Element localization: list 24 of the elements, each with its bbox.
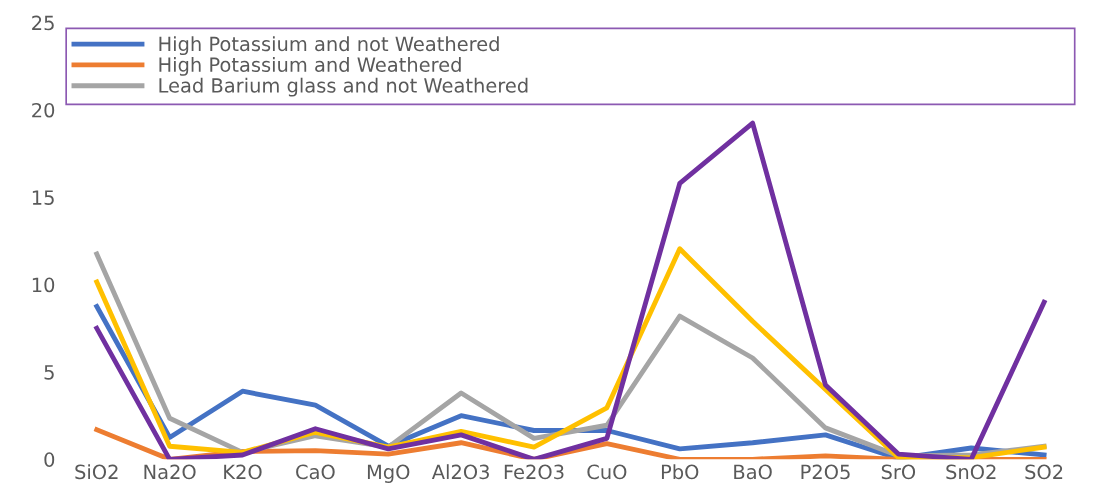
x-tick-label: Fe2O3 <box>504 464 564 480</box>
legend-label: High Potassium and Weathered <box>159 56 461 76</box>
y-tick-label: 10 <box>32 277 55 293</box>
x-tick-label: SO2 <box>1025 464 1063 480</box>
x-tick-label: CuO <box>587 464 627 480</box>
x-tick-label: SrO <box>881 464 916 480</box>
x-tick-label: BaO <box>734 464 772 480</box>
line-series <box>94 120 1047 460</box>
x-tick-label: P2O5 <box>801 464 850 480</box>
y-tick-label: 25 <box>32 15 54 31</box>
x-tick-label: CaO <box>296 464 335 480</box>
y-tick-label: 15 <box>32 190 54 205</box>
x-tick-label: SnO2 <box>946 464 996 480</box>
y-tick-label: 0 <box>44 452 55 467</box>
x-tick-label: Na2O <box>144 464 196 480</box>
y-tick-label: 20 <box>32 102 55 118</box>
legend-label: High Potassium and not Weathered <box>159 36 499 56</box>
x-tick-label: Al2O3 <box>431 464 489 480</box>
legend-label: Lead Barium glass and not Weathered <box>159 77 528 97</box>
x-tick-label: K2O <box>224 464 262 480</box>
x-tick-label: SiO2 <box>75 464 118 480</box>
y-tick-label: 5 <box>44 365 54 380</box>
x-tick-label: PbO <box>661 464 699 480</box>
x-tick-label: MgO <box>367 464 410 484</box>
